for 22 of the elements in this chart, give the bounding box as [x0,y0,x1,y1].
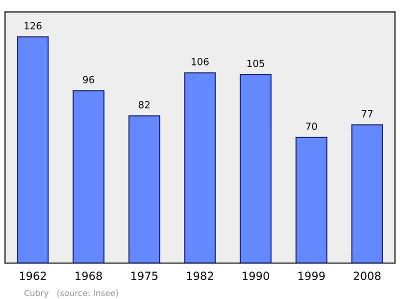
data-label: 126 [24,22,42,30]
bar [128,115,160,264]
x-tick-label: 1982 [187,272,214,280]
bar [351,124,384,264]
data-label: 96 [83,76,94,84]
data-label: 105 [248,60,264,68]
bar [16,36,49,264]
x-tick-label: 1999 [298,272,325,280]
data-label: 77 [362,110,372,118]
data-label: 70 [306,122,317,130]
bar [240,74,272,264]
x-tick-label: 1975 [131,272,158,280]
x-tick-label: 1962 [20,272,46,280]
data-label: 106 [192,58,209,66]
bar [72,90,104,264]
bar [184,72,216,264]
x-tick-label: 2008 [354,272,381,280]
bar [296,136,328,264]
x-tick-label: 1968 [76,272,102,280]
x-tick-label: 1990 [242,272,270,280]
data-label: 82 [138,101,150,108]
text: Cubry (source: Insee) [24,290,118,298]
